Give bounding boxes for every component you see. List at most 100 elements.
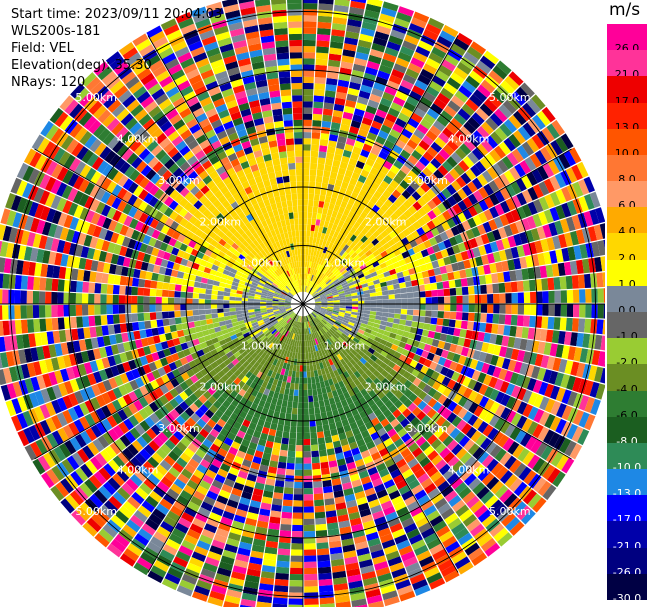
velocity-bin <box>153 239 163 249</box>
velocity-bin <box>71 230 81 244</box>
velocity-bin <box>147 570 164 584</box>
velocity-bin <box>394 293 402 299</box>
velocity-bin <box>400 336 409 344</box>
velocity-bin <box>139 270 147 279</box>
velocity-bin <box>315 305 322 308</box>
velocity-bin <box>149 296 156 304</box>
velocity-bin <box>285 382 291 389</box>
velocity-bin <box>313 318 319 324</box>
velocity-bin <box>231 281 239 287</box>
velocity-bin <box>108 495 123 510</box>
velocity-bin <box>427 397 438 408</box>
velocity-bin <box>557 262 566 276</box>
velocity-bin <box>572 409 584 426</box>
velocity-bin <box>323 276 329 283</box>
velocity-bin <box>410 57 425 69</box>
velocity-bin <box>471 552 488 566</box>
velocity-bin <box>299 328 302 335</box>
velocity-bin <box>213 400 222 409</box>
velocity-bin <box>260 304 267 307</box>
velocity-bin <box>320 368 326 376</box>
velocity-bin <box>449 343 458 353</box>
velocity-bin <box>287 310 294 315</box>
velocity-bin <box>271 284 278 289</box>
velocity-bin <box>155 221 165 232</box>
velocity-bin <box>127 443 139 457</box>
velocity-bin <box>303 95 314 102</box>
velocity-bin <box>589 209 600 225</box>
velocity-bin <box>342 356 350 364</box>
velocity-bin <box>478 199 489 212</box>
velocity-bin <box>197 506 211 518</box>
velocity-bin <box>88 304 95 316</box>
velocity-bin <box>303 518 315 526</box>
velocity-bin <box>425 337 434 346</box>
velocity-bin <box>303 224 307 231</box>
velocity-bin <box>329 546 343 555</box>
velocity-bin <box>377 19 393 30</box>
velocity-bin <box>602 272 605 287</box>
velocity-bin <box>77 232 87 246</box>
velocity-bin <box>422 29 439 41</box>
velocity-bin <box>325 312 332 317</box>
velocity-bin <box>342 175 351 184</box>
velocity-bin <box>527 406 539 421</box>
velocity-bin <box>303 481 313 489</box>
velocity-bin <box>408 267 416 275</box>
velocity-bin <box>95 238 105 250</box>
velocity-bin <box>538 181 550 196</box>
velocity-bin <box>346 224 353 232</box>
velocity-bin <box>504 455 517 470</box>
velocity-bin <box>305 316 307 323</box>
velocity-bin <box>149 288 157 297</box>
velocity-bin <box>458 85 473 98</box>
velocity-bin <box>412 211 422 221</box>
velocity-bin <box>369 48 384 59</box>
velocity-bin <box>321 283 327 289</box>
velocity-bin <box>266 308 273 312</box>
velocity-bin <box>233 351 241 359</box>
velocity-bin <box>207 596 224 607</box>
velocity-bin <box>260 502 272 511</box>
velocity-bin <box>329 343 336 351</box>
velocity-bin <box>269 460 278 468</box>
velocity-bin <box>149 218 159 229</box>
velocity-bin <box>289 339 294 346</box>
velocity-bin <box>380 350 389 358</box>
velocity-bin <box>373 114 385 125</box>
velocity-bin <box>177 473 190 485</box>
velocity-bin <box>97 435 110 449</box>
velocity-bin <box>52 330 61 344</box>
velocity-bin <box>509 270 517 282</box>
velocity-bin <box>543 429 555 445</box>
velocity-bin <box>386 321 394 328</box>
velocity-bin <box>242 360 250 368</box>
velocity-bin <box>432 520 447 533</box>
velocity-bin <box>473 89 488 103</box>
velocity-bin <box>174 256 183 265</box>
velocity-bin <box>410 112 423 124</box>
velocity-bin <box>190 333 198 341</box>
velocity-bin <box>267 312 274 316</box>
velocity-bin <box>395 458 407 469</box>
velocity-bin <box>443 311 451 319</box>
velocity-bin <box>270 318 277 323</box>
velocity-bin <box>250 461 261 471</box>
velocity-bin <box>571 164 583 181</box>
velocity-bin <box>465 98 479 112</box>
velocity-bin <box>291 531 303 538</box>
velocity-bin <box>263 552 277 561</box>
velocity-bin <box>388 74 402 85</box>
velocity-bin <box>352 63 366 73</box>
velocity-bin <box>162 544 178 556</box>
velocity-bin <box>394 308 402 314</box>
velocity-bin <box>245 517 257 527</box>
velocity-bin <box>437 340 446 349</box>
velocity-bin <box>468 477 482 491</box>
velocity-bin <box>374 483 386 493</box>
velocity-bin <box>218 282 226 288</box>
velocity-bin <box>33 187 45 203</box>
velocity-bin <box>349 234 357 242</box>
velocity-bin <box>375 291 383 296</box>
velocity-bin <box>318 0 334 5</box>
